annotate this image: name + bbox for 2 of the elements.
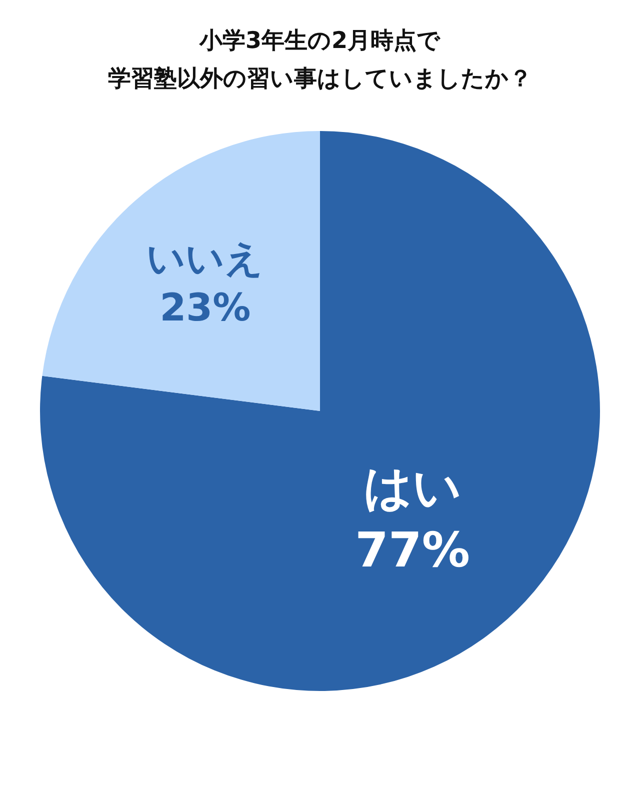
title: 小学3年生の2月時点で (200, 28, 440, 54)
subtitle: 学習塾以外の習い事はしていましたか？ (108, 66, 532, 92)
